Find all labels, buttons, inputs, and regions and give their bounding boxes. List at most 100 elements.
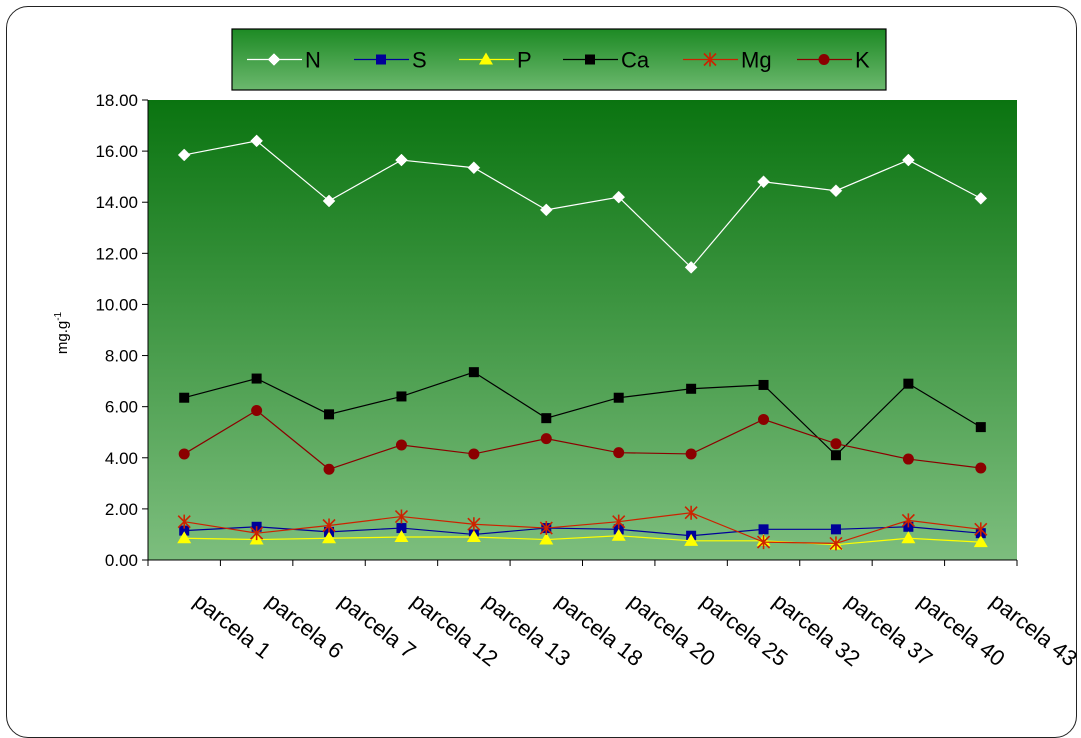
series-n-point — [539, 203, 553, 217]
legend-swatch-marker — [267, 53, 281, 66]
legend: N S P Ca Mg K — [231, 28, 887, 91]
y-tick-label: 8.00 — [105, 347, 138, 366]
series-p-point — [466, 530, 481, 542]
legend-label: K — [855, 48, 870, 73]
y-tick-label: 16.00 — [95, 142, 138, 161]
series-mg-point — [684, 505, 698, 520]
series-mg-point — [250, 526, 264, 541]
legend-label: N — [305, 48, 321, 73]
series-k-point — [251, 405, 263, 416]
series-mg-point — [756, 535, 771, 550]
y-tick-label: 4.00 — [105, 449, 138, 468]
y-tick-label: 12.00 — [95, 244, 138, 263]
series-k-point — [395, 439, 407, 451]
legend-swatch-marker — [818, 54, 830, 65]
legend-swatch-marker — [376, 54, 386, 65]
legend-item-mg: Mg — [683, 48, 772, 73]
series-mg-point — [539, 521, 553, 536]
series-k-point — [540, 433, 552, 445]
series-k-point — [323, 463, 335, 475]
plot-area — [148, 100, 1017, 560]
series-ca-point — [179, 392, 190, 403]
series-mg — [177, 505, 988, 551]
series-s-point — [396, 523, 407, 534]
legend-item-s: S — [354, 48, 427, 73]
series-mg-point — [901, 513, 915, 528]
series-n-point — [829, 184, 843, 198]
series-k-point — [758, 413, 770, 425]
legend-swatch-marker — [585, 54, 595, 65]
series-n-point — [322, 194, 336, 208]
legend-label: Mg — [741, 48, 772, 73]
series-mg-point — [829, 536, 843, 551]
y-tick-label: 10.00 — [95, 295, 138, 314]
series-ca-line — [184, 371, 982, 457]
series-p-line — [184, 535, 981, 546]
series-k-point — [613, 447, 625, 459]
series-n-point — [684, 261, 698, 274]
y-tick-label: 18.00 — [95, 91, 138, 110]
legend-item-p: P — [459, 48, 532, 73]
series-ca-point — [758, 379, 769, 390]
series-n-line — [184, 140, 982, 269]
series-ca-point — [541, 413, 552, 424]
series-p-point — [394, 530, 409, 542]
series-n-point — [757, 175, 770, 189]
y-axis-label-superscript: -1 — [53, 311, 64, 320]
series-ca-point — [830, 450, 841, 461]
series-ca-point — [975, 422, 986, 433]
x-category-label: parcela 1 — [189, 588, 276, 663]
legend-item-ca: Ca — [563, 48, 650, 73]
y-tick-label: 0.00 — [105, 551, 138, 570]
legend-box — [231, 28, 887, 91]
legend-label: P — [517, 48, 532, 73]
series-layer — [177, 134, 988, 551]
series-ca-point — [903, 378, 914, 389]
chart: 0.00 2.00 4.00 6.00 8.00 10.00 12.00 14.00 16.00… — [53, 28, 1081, 671]
series-n-point — [467, 161, 481, 175]
series-p-point — [973, 535, 988, 548]
series-k-point — [468, 448, 480, 460]
series-p-point — [901, 531, 916, 544]
series-p-point — [539, 532, 554, 545]
series-k-point — [685, 448, 697, 460]
series-ca-point — [468, 367, 479, 378]
series-mg-line — [184, 512, 981, 544]
series-k — [178, 405, 987, 475]
series-p-point — [611, 528, 626, 541]
series-n-point — [974, 192, 988, 205]
series-k-point — [178, 448, 190, 460]
series-k-point — [830, 438, 842, 450]
series-s-line — [184, 526, 981, 537]
x-category-label: parcela 6 — [262, 588, 349, 663]
x-category-label: parcela 7 — [334, 588, 421, 663]
y-axis-label: mg.g-1 — [53, 311, 71, 354]
series-ca-point — [251, 373, 262, 384]
series-p-point — [322, 531, 337, 544]
series-k-line — [183, 409, 981, 470]
y-tick-label: 6.00 — [105, 398, 138, 417]
series-s-point — [830, 524, 841, 535]
axes — [147, 100, 1018, 566]
series-ca — [179, 367, 986, 461]
series-mg-point — [612, 514, 626, 529]
series-mg-point — [322, 518, 336, 533]
legend-swatch-marker — [703, 52, 717, 67]
legend-item-k: K — [797, 48, 870, 73]
series-n — [177, 134, 988, 274]
series-n-point — [902, 153, 915, 167]
series-mg-point — [394, 509, 409, 524]
series-s-point — [179, 525, 190, 536]
y-axis-ticks: 0.00 2.00 4.00 6.00 8.00 10.00 12.00 14.00 16.00… — [95, 91, 148, 570]
legend-label: Ca — [621, 48, 650, 73]
legend-swatch-marker — [479, 52, 493, 65]
series-ca-point — [324, 409, 335, 420]
series-ca-point — [396, 391, 407, 402]
series-s-point — [758, 524, 769, 535]
y-tick-label: 14.00 — [95, 193, 138, 212]
series-mg-point — [467, 517, 481, 532]
series-mg-point — [974, 522, 988, 537]
legend-label: S — [412, 48, 427, 73]
series-n-point — [177, 148, 191, 162]
